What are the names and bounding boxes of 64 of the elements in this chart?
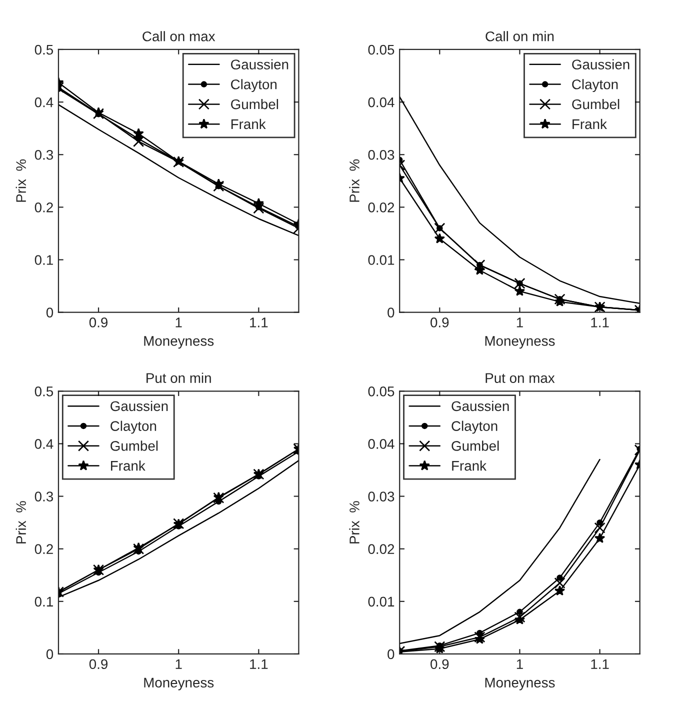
chart-title: Call on min [486, 31, 554, 42]
y-tick-label: 0 [388, 308, 394, 318]
x-tick-label: 0.9 [430, 318, 449, 328]
y-tick-label: 0.04 [368, 439, 394, 449]
y-tick-label: 0.3 [34, 150, 54, 160]
y-tick-label: 0 [46, 308, 54, 318]
y-tick-label: 0.05 [368, 386, 394, 396]
x-axis-title: Moneyness [485, 678, 555, 690]
x-axis-title: Moneyness [485, 336, 555, 349]
legend-label: Clayton [231, 79, 277, 92]
chart-title: Put on max [486, 373, 555, 383]
x-axis-title: Moneyness [144, 678, 214, 690]
x-tick-label: 1.1 [591, 318, 609, 328]
legend-label: Gaussien [572, 59, 630, 70]
x-tick-label: 1 [516, 659, 523, 669]
legend-label: Frank [572, 118, 607, 130]
y-tick-label: 0.2 [34, 544, 53, 554]
y-tick-label: 0.02 [368, 202, 394, 212]
y-tick-label: 0.01 [368, 255, 394, 265]
y-tick-label: 0.2 [34, 202, 53, 212]
x-tick-label: 1 [176, 659, 182, 669]
legend-label: Gaussien [110, 400, 168, 412]
y-tick-label: 0.3 [34, 492, 54, 502]
x-tick-label: 1 [176, 318, 182, 328]
x-tick-label: 1 [516, 318, 523, 328]
legend-label: Frank [231, 118, 266, 130]
y-tick-label: 0.4 [34, 439, 54, 449]
y-tick-label: 0.02 [368, 544, 394, 554]
x-axis-title: Moneyness [144, 336, 214, 349]
x-tick-label: 1.1 [250, 318, 268, 328]
x-tick-label: 0.9 [89, 659, 108, 670]
y-tick-label: 0.5 [34, 386, 54, 396]
chart-title: Put on min [146, 372, 211, 383]
y-tick-label: 0.1 [34, 255, 53, 265]
legend-label: Gumbel [231, 98, 278, 110]
x-tick-label: 0.9 [430, 659, 449, 670]
y-tick-label: 0.01 [368, 596, 394, 607]
y-axis-title: Prix % [349, 159, 360, 202]
legend-label: Clayton [572, 79, 618, 92]
legend-label: Frank [111, 460, 146, 471]
y-tick-label: 0 [388, 649, 394, 660]
y-tick-label: 0 [46, 649, 54, 660]
y-tick-label: 0.5 [34, 44, 54, 55]
y-tick-label: 0.4 [34, 97, 54, 108]
legend-label: Gaussien [231, 59, 288, 70]
x-tick-label: 0.9 [89, 318, 108, 328]
y-axis-title: Prix % [16, 501, 26, 544]
y-axis-title: Prix % [16, 159, 26, 202]
legend-label: Clayton [452, 420, 498, 434]
x-tick-label: 1.1 [591, 659, 609, 669]
chart-title: Call on max [142, 31, 216, 42]
legend-label: Clayton [110, 420, 156, 434]
legend-label: Gumbel [452, 440, 499, 451]
y-tick-label: 0.03 [368, 492, 394, 502]
legend-label: Gumbel [110, 440, 158, 451]
legend-label: Frank [452, 460, 487, 471]
y-tick-label: 0.1 [34, 596, 53, 607]
x-tick-label: 1.1 [250, 659, 268, 669]
y-tick-label: 0.05 [368, 44, 394, 55]
legend-label: Gaussien [452, 400, 509, 412]
y-tick-label: 0.04 [368, 97, 394, 108]
legend-label: Gumbel [572, 98, 620, 110]
y-tick-label: 0.03 [368, 150, 394, 160]
y-axis-title: Prix % [349, 501, 360, 544]
